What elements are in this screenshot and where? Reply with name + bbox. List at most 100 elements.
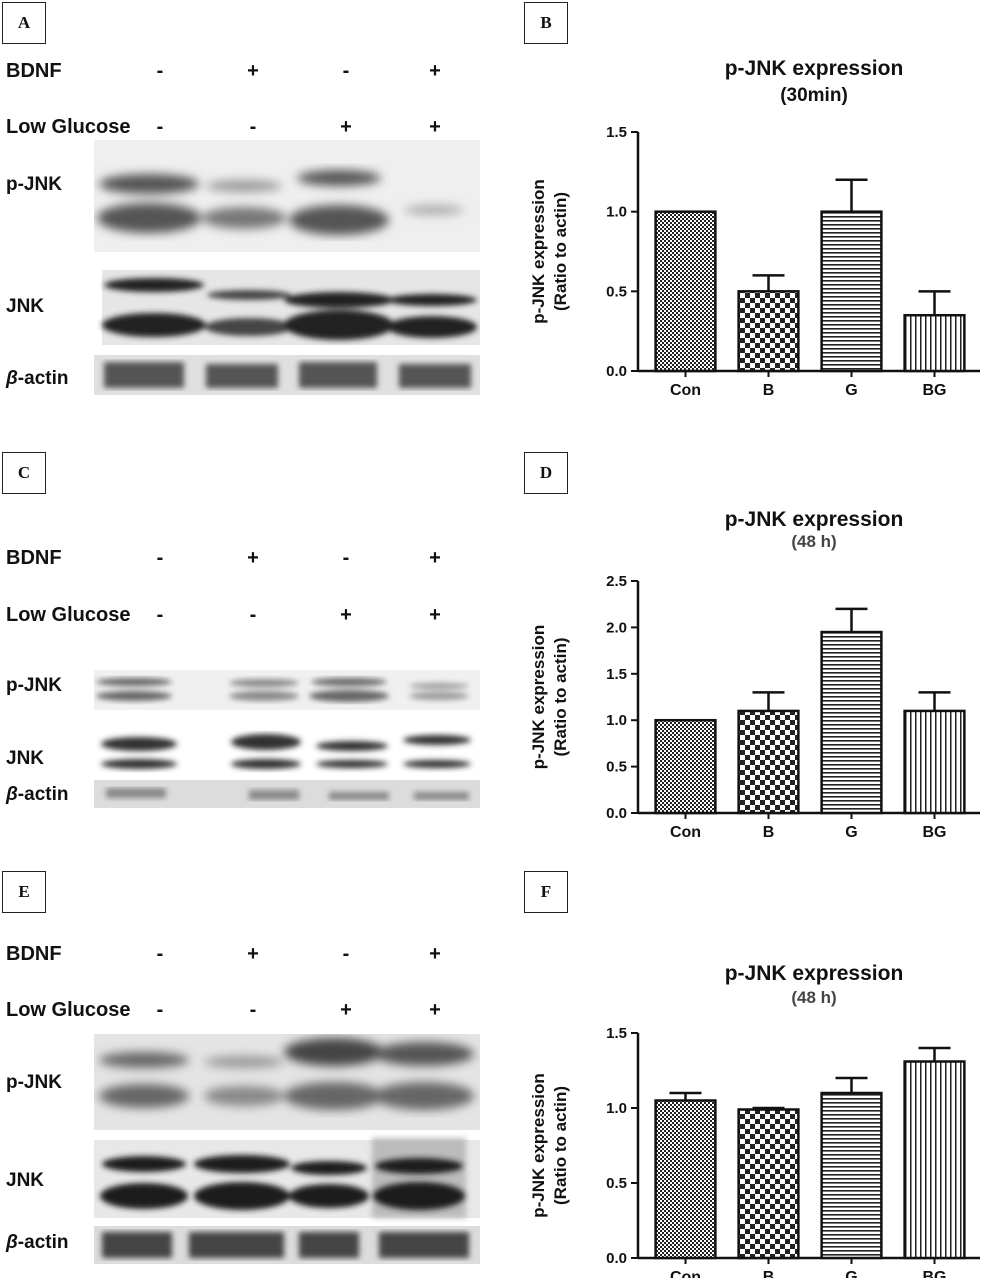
low-glucose-label: Low Glucose — [6, 604, 131, 626]
glucose-sign: - — [156, 604, 164, 626]
y-tick-label: 0.5 — [606, 759, 627, 776]
bdnf-sign: + — [429, 60, 441, 82]
bar — [654, 1099, 717, 1260]
y-axis-label: (Ratio to actin) — [551, 192, 570, 311]
y-tick-label: 1.5 — [606, 1025, 627, 1042]
blot-image-c — [94, 670, 480, 808]
bdnf-sign: - — [342, 547, 350, 569]
bdnf-sign: - — [156, 943, 164, 965]
bar — [654, 210, 717, 373]
bdnf-sign: + — [429, 943, 441, 965]
bar — [820, 630, 883, 815]
beta-actin-label: β-actin — [6, 368, 69, 389]
bdnf-label: BDNF — [6, 943, 62, 965]
bdnf-label: BDNF — [6, 60, 62, 82]
bar — [903, 313, 966, 373]
y-tick-label: 0.5 — [606, 1175, 627, 1192]
bdnf-sign: + — [247, 943, 259, 965]
bar — [654, 718, 717, 815]
x-tick-label: Con — [670, 824, 701, 841]
y-tick-label: 0.5 — [606, 283, 627, 300]
y-tick-label: 2.0 — [606, 619, 627, 636]
p-jnk-label: p-JNK — [6, 675, 62, 696]
y-tick-label: 1.5 — [606, 124, 627, 141]
y-tick-label: 0.0 — [606, 1250, 627, 1267]
y-axis-label: p-JNK expression — [529, 179, 548, 324]
y-tick-label: 2.5 — [606, 573, 627, 590]
bdnf-sign: - — [156, 60, 164, 82]
x-tick-label: G — [845, 382, 857, 399]
x-tick-label: B — [763, 382, 775, 399]
jnk-label: JNK — [6, 1170, 45, 1191]
chart-title: p-JNK expression — [725, 57, 904, 80]
x-tick-label: Con — [670, 382, 701, 399]
x-tick-label: BG — [923, 382, 947, 399]
p-jnk-label: p-JNK — [6, 1072, 62, 1093]
panel-label-b: B — [524, 2, 568, 44]
y-tick-label: 1.5 — [606, 666, 627, 683]
x-tick-label: B — [763, 1269, 775, 1278]
bar — [737, 709, 800, 815]
bar-chart-b: p-JNK expression(30min)p-JNK expression(… — [529, 57, 980, 399]
jnk-label: JNK — [6, 748, 45, 769]
glucose-sign: + — [340, 999, 352, 1021]
bar — [903, 1060, 966, 1260]
y-tick-label: 0.0 — [606, 363, 627, 380]
y-tick-label: 1.0 — [606, 712, 627, 729]
x-tick-label: Con — [670, 1269, 701, 1278]
x-tick-label: B — [763, 824, 775, 841]
bdnf-sign: - — [342, 60, 350, 82]
panel-label-d: D — [524, 452, 568, 494]
glucose-sign: + — [429, 604, 441, 626]
glucose-sign: - — [249, 604, 257, 626]
bdnf-sign: - — [342, 943, 350, 965]
glucose-sign: + — [340, 116, 352, 138]
chart-subtitle: (48 h) — [791, 532, 836, 551]
panel-label-c: C — [2, 452, 46, 494]
glucose-sign: - — [249, 116, 257, 138]
chart-subtitle: (48 h) — [791, 988, 836, 1007]
y-tick-label: 1.0 — [606, 1100, 627, 1117]
glucose-sign: + — [340, 604, 352, 626]
bdnf-sign: - — [156, 547, 164, 569]
glucose-sign: - — [249, 999, 257, 1021]
chart-title: p-JNK expression — [725, 508, 904, 531]
bar-chart-f: p-JNK expression(48 h)p-JNK expression (R… — [529, 962, 980, 1278]
glucose-sign: - — [156, 116, 164, 138]
y-axis-label: p-JNK expression — [529, 625, 548, 770]
bar — [737, 290, 800, 373]
jnk-label: JNK — [6, 296, 45, 317]
bar — [737, 1108, 800, 1260]
glucose-sign: - — [156, 999, 164, 1021]
x-tick-label: BG — [923, 1269, 947, 1278]
bar — [820, 210, 883, 373]
blot-image-e — [94, 1034, 480, 1264]
y-axis-label: (Ratio to actin) — [551, 1086, 570, 1205]
bar — [903, 709, 966, 815]
low-glucose-label: Low Glucose — [6, 116, 131, 138]
beta-actin-label: β-actin — [6, 1232, 69, 1253]
y-axis-label: (Ratio to actin) — [551, 638, 570, 757]
bdnf-sign: + — [247, 60, 259, 82]
p-jnk-label: p-JNK — [6, 174, 62, 195]
panel-label-e: E — [2, 871, 46, 913]
blot-image-a — [94, 140, 480, 395]
glucose-sign: + — [429, 116, 441, 138]
x-tick-label: BG — [923, 824, 947, 841]
bdnf-sign: + — [247, 547, 259, 569]
y-axis-label: p-JNK expression — [529, 1073, 548, 1218]
panel-label-f: F — [524, 871, 568, 913]
beta-actin-label: β-actin — [6, 784, 69, 805]
chart-title: p-JNK expression — [725, 962, 904, 985]
low-glucose-label: Low Glucose — [6, 999, 131, 1021]
glucose-sign: + — [429, 999, 441, 1021]
x-tick-label: G — [845, 1269, 857, 1278]
chart-subtitle: (30min) — [780, 85, 848, 106]
bdnf-label: BDNF — [6, 547, 62, 569]
y-tick-label: 0.0 — [606, 805, 627, 822]
panel-label-a: A — [2, 2, 46, 44]
y-tick-label: 1.0 — [606, 204, 627, 221]
bar — [820, 1091, 883, 1260]
bdnf-sign: + — [429, 547, 441, 569]
bar-chart-d: p-JNK expression(48 h)p-JNK expression (R… — [529, 508, 980, 841]
